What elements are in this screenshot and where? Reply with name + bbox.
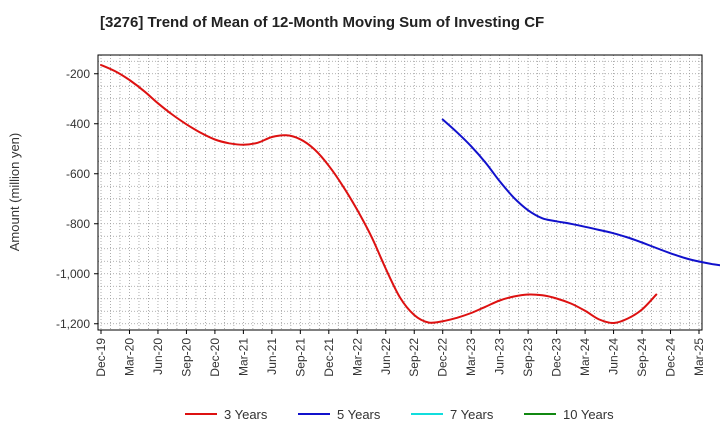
plot-area <box>97 54 703 331</box>
series-line-5-years <box>441 118 720 267</box>
x-tick-label: Jun-23 <box>493 338 507 375</box>
x-tick-label: Mar-21 <box>236 338 250 376</box>
y-tick-label: -800 <box>66 217 90 231</box>
y-tick-label: -200 <box>66 67 90 81</box>
x-tick-label: Dec-21 <box>322 338 336 377</box>
y-tick-label: -600 <box>66 167 90 181</box>
y-tick-label: -1,000 <box>56 267 90 281</box>
y-tick-label: -1,200 <box>56 317 90 331</box>
y-tick-label: -400 <box>66 117 90 131</box>
x-tick-label: Dec-23 <box>550 338 564 377</box>
x-tick-label: Sep-23 <box>521 338 535 377</box>
x-axis: Dec-19 Mar-20 Jun-20 Sep-20 Dec-20 Mar-21 Jun-… <box>94 330 706 377</box>
x-tick-label: Jun-20 <box>151 338 165 375</box>
x-tick-label: Dec-22 <box>436 338 450 377</box>
series-line-3-years <box>100 64 658 325</box>
x-tick-label: Mar-22 <box>350 338 364 376</box>
y-axis: -200 -400 -600 -800 -1,000 -1,200 <box>56 67 98 331</box>
x-tick-label: Dec-24 <box>664 338 678 377</box>
legend-label: 7 Years <box>450 407 494 422</box>
legend: 3 Years 5 Years 7 Years 10 Years <box>185 407 614 422</box>
x-tick-label: Jun-21 <box>265 338 279 375</box>
x-tick-label: Mar-23 <box>464 338 478 376</box>
y-axis-label: Amount (million yen) <box>7 133 22 252</box>
series-lines <box>100 64 720 325</box>
x-tick-label: Sep-22 <box>407 338 421 377</box>
grid <box>98 55 702 330</box>
x-tick-label: Mar-20 <box>122 338 136 376</box>
x-tick-label: Mar-24 <box>578 338 592 376</box>
legend-label: 5 Years <box>337 407 381 422</box>
x-tick-label: Sep-20 <box>179 338 193 377</box>
legend-label: 3 Years <box>224 407 268 422</box>
x-tick-label: Mar-25 <box>692 338 706 376</box>
legend-label: 10 Years <box>563 407 614 422</box>
x-tick-label: Jun-24 <box>607 338 621 375</box>
x-tick-label: Sep-21 <box>293 338 307 377</box>
x-tick-label: Jun-22 <box>379 338 393 375</box>
x-tick-label: Dec-19 <box>94 338 108 377</box>
x-tick-label: Sep-24 <box>635 338 649 377</box>
x-tick-label: Dec-20 <box>208 338 222 377</box>
chart-title: [3276] Trend of Mean of 12-Month Moving … <box>100 14 545 31</box>
